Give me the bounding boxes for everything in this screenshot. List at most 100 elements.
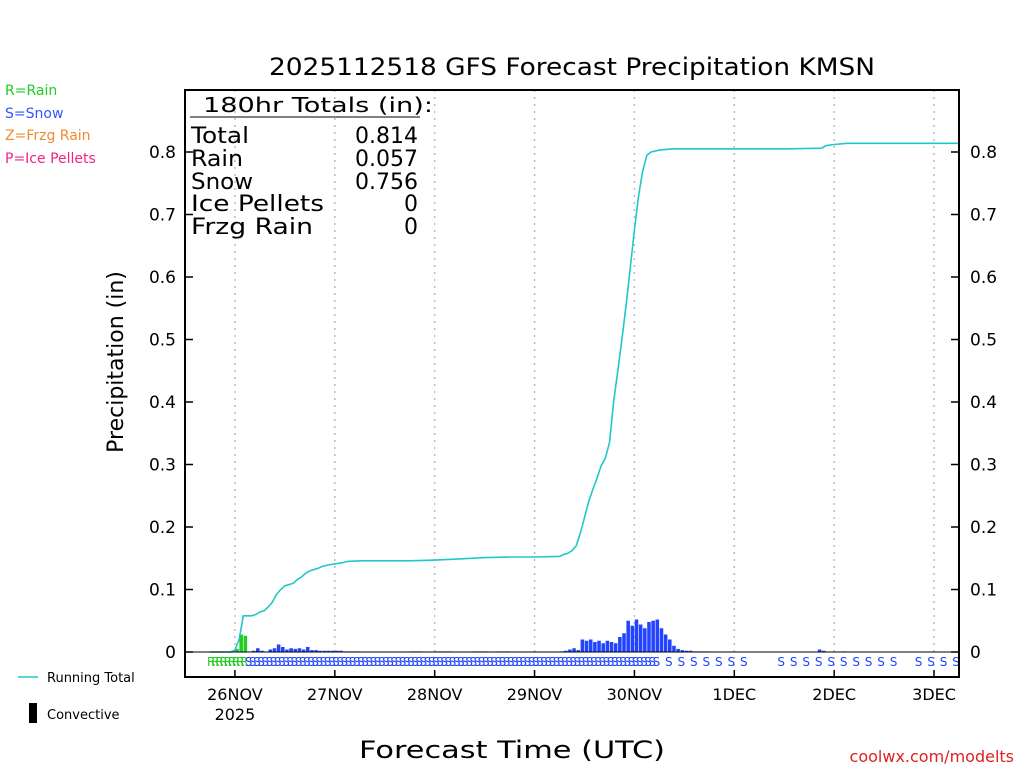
ptype-snow-h141: S: [790, 655, 798, 669]
snow-bar-h105: [643, 628, 647, 652]
ptype-snow-h56: S: [436, 655, 444, 669]
xtick-label-0: 26NOV: [207, 685, 263, 704]
ptype-snow-h81: S: [540, 655, 548, 669]
snow-bar-h11: [251, 650, 256, 652]
snow-bar-h12: [256, 648, 260, 652]
ptype-snow-h105: S: [640, 655, 648, 669]
ptype-snow-h177: S: [940, 655, 948, 669]
ptype-snow-h85: S: [557, 655, 565, 669]
ytick-label-right-3: 0.3: [970, 456, 997, 476]
ptype-snow-h65: S: [474, 655, 482, 669]
ptype-snow-h49: S: [407, 655, 415, 669]
ptype-snow-h86: S: [561, 655, 569, 669]
totals-box: 180hr Totals (in): Total 0.814 Rain 0.05…: [190, 93, 433, 240]
snow-bar-h15: [268, 649, 273, 652]
ptype-rain-h2: R: [211, 655, 219, 669]
snow-bar-h16: [272, 648, 277, 652]
ptype-rain-h7: R: [232, 655, 240, 669]
convective-swatch: [29, 703, 37, 723]
ytick-label-right-7: 0.7: [970, 206, 997, 226]
ptype-snow-h18: S: [278, 655, 286, 669]
ptype-snow-h153: S: [840, 655, 848, 669]
snow-bar-h86: [563, 650, 568, 652]
ptype-snow-h82: S: [544, 655, 552, 669]
snow-bar-h112: [672, 645, 676, 652]
ptype-snow-h98: S: [611, 655, 619, 669]
ptype-snow-h14: S: [261, 655, 269, 669]
ptype-snow-h73: S: [507, 655, 515, 669]
plot-frame: [184, 89, 960, 678]
ptype-snow-h107: S: [648, 655, 656, 669]
totals-header: 180hr Totals (in):: [203, 93, 433, 117]
ptype-snow-h174: S: [927, 655, 935, 669]
ptype-snow-h54: S: [428, 655, 436, 669]
ytick-label-right-8: 0.8: [970, 143, 997, 163]
snow-bar-h30: [330, 650, 335, 652]
x-axis-label: Forecast Time (UTC): [359, 736, 665, 764]
ptype-snow-h30: S: [328, 655, 336, 669]
ptype-snow-h150: S: [827, 655, 835, 669]
snow-bar-h90: [580, 639, 585, 652]
snow-bar-h18: [281, 647, 285, 652]
ptype-snow-h45: S: [390, 655, 398, 669]
snow-bar-h107: [651, 620, 655, 652]
ptype-snow-h102: S: [628, 655, 636, 669]
grid-layer: [234, 90, 935, 677]
snow-bar-h92: [588, 639, 593, 652]
ptype-snow-h84: S: [553, 655, 561, 669]
snow-bar-h111: [668, 639, 672, 652]
rain-bar-h8: [239, 634, 243, 652]
convective-label: Convective: [47, 708, 120, 723]
totals-value-ice-pellets: 0: [404, 192, 418, 217]
ptype-snow-h15: S: [266, 655, 274, 669]
legend-rain: R=Rain: [5, 83, 57, 99]
ptype-snow-h53: S: [424, 655, 432, 669]
ptype-snow-h37: S: [357, 655, 365, 669]
running-total-label: Running Total: [47, 671, 135, 686]
xtick-label-6: 2DEC: [812, 685, 856, 704]
snow-bar-h95: [601, 643, 605, 652]
ptype-snow-h35: S: [349, 655, 357, 669]
snow-bar-h104: [638, 624, 643, 652]
running-total-line: [210, 142, 959, 653]
xtick-label-2: 28NOV: [407, 685, 463, 704]
ptype-snow-h78: S: [528, 655, 536, 669]
axes-layer: 0 00.1 0.10.2 0.20.3 0.30.4 0.40.5 0.50.6 0.60.…: [149, 89, 997, 724]
ptype-snow-h61: S: [457, 655, 465, 669]
ptype-snow-h97: S: [607, 655, 615, 669]
ptype-snow-h123: S: [715, 655, 723, 669]
snow-bar-h100: [622, 633, 626, 652]
ytick-label-right-2: 0.2: [970, 518, 997, 538]
legend-frzg-rain: Z=Frzg Rain: [5, 128, 91, 144]
ptype-snow-h21: S: [291, 655, 299, 669]
ptype-snow-h48: S: [403, 655, 411, 669]
snow-bar-h113: [676, 648, 680, 652]
snow-bar-h20: [289, 648, 293, 652]
ptype-snow-h57: S: [440, 655, 448, 669]
ytick-label-left-3: 0.3: [149, 456, 176, 476]
ptype-snow-h114: S: [678, 655, 686, 669]
snow-bar-h108: [655, 619, 660, 652]
ptype-snow-h144: S: [802, 655, 810, 669]
bars-layer: [231, 619, 847, 652]
snow-bar-h148: [821, 650, 826, 652]
ptype-rain-h3: R: [215, 655, 223, 669]
ptype-snow-h80: S: [536, 655, 544, 669]
ytick-label-right-0: 0: [970, 643, 981, 663]
ptype-snow-h51: S: [415, 655, 423, 669]
ytick-label-right-1: 0.1: [970, 581, 997, 601]
ptype-snow-h74: S: [511, 655, 519, 669]
ptype-snow-h89: S: [574, 655, 582, 669]
legend-ice-pellets: P=Ice Pellets: [5, 151, 96, 167]
ptype-rain-h9: R: [240, 655, 248, 669]
rain-bar-h9: [243, 635, 248, 652]
ptype-snow-h13: S: [257, 655, 265, 669]
ptype-snow-h159: S: [865, 655, 873, 669]
ptype-snow-h90: S: [578, 655, 586, 669]
ytick-label-left-1: 0.1: [149, 581, 176, 601]
ptype-snow-h69: S: [490, 655, 498, 669]
ptype-snow-h95: S: [598, 655, 606, 669]
ytick-label-left-8: 0.8: [149, 143, 176, 163]
ytick-label-right-6: 0.6: [970, 268, 997, 288]
ptype-rain-h1: R: [207, 655, 215, 669]
